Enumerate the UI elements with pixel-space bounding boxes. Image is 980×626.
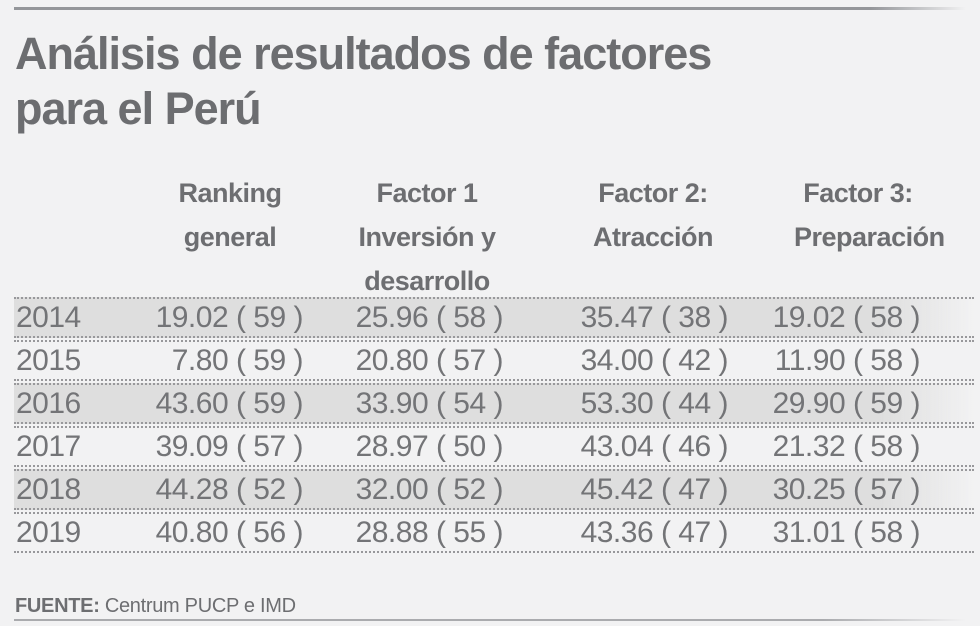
cell-ranking-general: 7.80 ( 59 ) bbox=[171, 344, 304, 377]
table-row-2014: 2014 19.02 ( 59 ) 25.96 ( 58 ) 35.47 ( 3… bbox=[14, 297, 974, 338]
top-rule bbox=[14, 7, 966, 10]
page-title-line-1: Análisis de resultados de factores bbox=[15, 28, 712, 79]
year-label: 2014 bbox=[16, 301, 81, 334]
cell-factor-1: 20.80 ( 57 ) bbox=[355, 344, 504, 377]
cell-factor-2: 35.47 ( 38 ) bbox=[580, 301, 729, 334]
source-label: FUENTE: bbox=[15, 595, 100, 617]
table-row-2016: 2016 43.60 ( 59 ) 33.90 ( 54 ) 53.30 ( 4… bbox=[14, 383, 974, 424]
data-table: 2014 19.02 ( 59 ) 25.96 ( 58 ) 35.47 ( 3… bbox=[14, 297, 974, 555]
year-label: 2017 bbox=[16, 430, 81, 463]
cell-factor-1: 33.90 ( 54 ) bbox=[355, 387, 504, 420]
column-header-year-spacer bbox=[14, 171, 120, 303]
cell-ranking-general: 44.28 ( 52 ) bbox=[155, 473, 304, 506]
page-title-line-2: para el Perú bbox=[15, 83, 262, 134]
year-label: 2019 bbox=[16, 516, 81, 549]
page-title: Análisis de resultados de factores para … bbox=[15, 26, 712, 136]
cell-factor-2: 43.36 ( 47 ) bbox=[580, 516, 729, 549]
cell-factor-3: 19.02 ( 58 ) bbox=[772, 301, 921, 334]
header-line: Preparación bbox=[794, 222, 945, 252]
cell-factor-3: 30.25 ( 57 ) bbox=[772, 473, 921, 506]
cell-factor-2: 43.04 ( 46 ) bbox=[580, 430, 729, 463]
cell-factor-1: 25.96 ( 58 ) bbox=[355, 301, 504, 334]
column-header-ranking-general: Ranking general bbox=[120, 171, 305, 303]
column-header-factor-2: Factor 2: Atracción bbox=[505, 171, 730, 303]
column-header-factor-3: Factor 3: Preparación bbox=[730, 171, 945, 303]
table-row-2017: 2017 39.09 ( 57 ) 28.97 ( 50 ) 43.04 ( 4… bbox=[14, 426, 974, 467]
cell-ranking-general: 43.60 ( 59 ) bbox=[155, 387, 304, 420]
year-label: 2015 bbox=[16, 344, 81, 377]
cell-factor-1: 28.88 ( 55 ) bbox=[355, 516, 504, 549]
header-line: Factor 1 bbox=[376, 178, 478, 208]
header-line: general bbox=[183, 222, 277, 252]
cell-factor-2: 34.00 ( 42 ) bbox=[580, 344, 729, 377]
cell-factor-3: 31.01 ( 58 ) bbox=[772, 516, 921, 549]
cell-factor-1: 28.97 ( 50 ) bbox=[355, 430, 504, 463]
cell-ranking-general: 39.09 ( 57 ) bbox=[155, 430, 304, 463]
header-line: desarrollo bbox=[364, 266, 490, 296]
table-row-2019: 2019 40.80 ( 56 ) 28.88 ( 55 ) 43.36 ( 4… bbox=[14, 512, 974, 553]
cell-factor-3: 11.90 ( 58 ) bbox=[774, 344, 921, 377]
header-line: Factor 3: bbox=[803, 178, 913, 208]
column-header-factor-1: Factor 1 Inversión y desarrollo bbox=[305, 171, 505, 303]
cell-factor-1: 32.00 ( 52 ) bbox=[355, 473, 504, 506]
source-line: FUENTE: Centrum PUCP e IMD bbox=[15, 595, 296, 618]
cell-factor-3: 21.32 ( 58 ) bbox=[772, 430, 921, 463]
header-line: Ranking bbox=[178, 178, 282, 208]
header-line: Inversión y bbox=[358, 222, 496, 252]
year-label: 2018 bbox=[16, 473, 81, 506]
cell-factor-2: 45.42 ( 47 ) bbox=[580, 473, 729, 506]
source-text: Centrum PUCP e IMD bbox=[104, 595, 296, 617]
table-header-row: Ranking general Factor 1 Inversión y des… bbox=[14, 171, 974, 303]
cell-ranking-general: 40.80 ( 56 ) bbox=[155, 516, 304, 549]
cell-ranking-general: 19.02 ( 59 ) bbox=[155, 301, 304, 334]
cell-factor-3: 29.90 ( 59 ) bbox=[772, 387, 921, 420]
bottom-rule bbox=[14, 619, 966, 621]
column-header-filler bbox=[922, 171, 974, 303]
cell-factor-2: 53.30 ( 44 ) bbox=[580, 387, 729, 420]
header-line: Factor 2: bbox=[598, 178, 708, 208]
table-row-2018: 2018 44.28 ( 52 ) 32.00 ( 52 ) 45.42 ( 4… bbox=[14, 469, 974, 510]
table-row-2015: 2015 7.80 ( 59 ) 20.80 ( 57 ) 34.00 ( 42… bbox=[14, 340, 974, 381]
year-label: 2016 bbox=[16, 387, 81, 420]
header-line: Atracción bbox=[592, 222, 714, 252]
